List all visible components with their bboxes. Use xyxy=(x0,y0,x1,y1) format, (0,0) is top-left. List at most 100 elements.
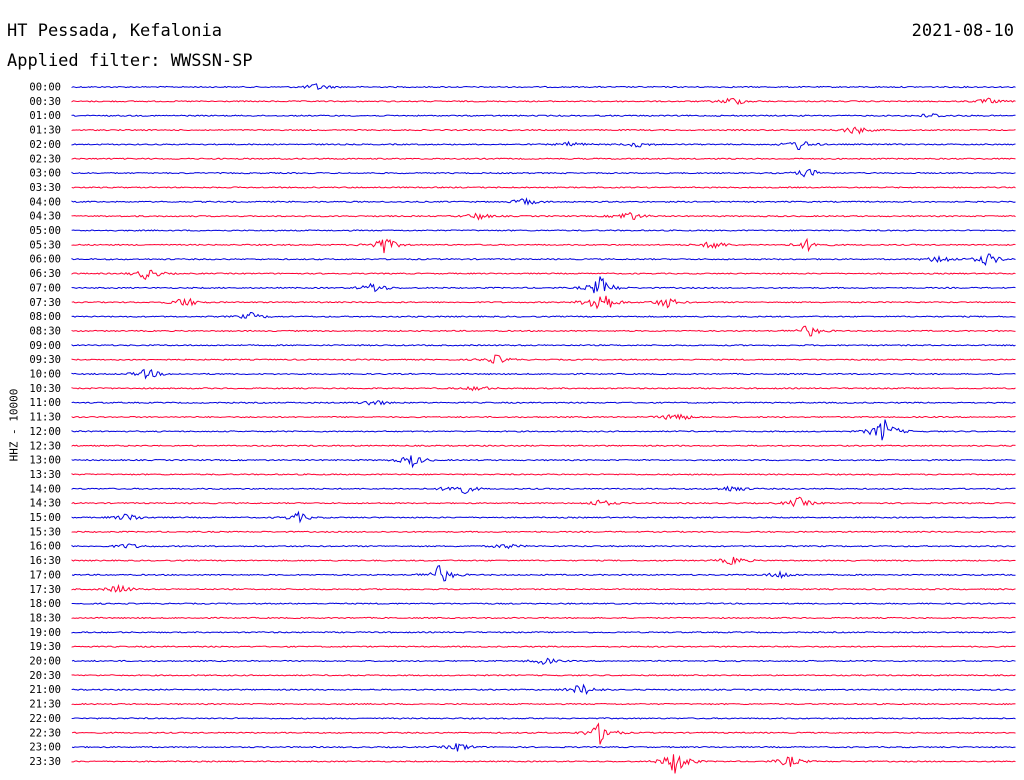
row-time-label: 23:00 xyxy=(29,742,61,754)
row-time-label: 21:00 xyxy=(29,684,61,696)
date-label: 2021-08-10 xyxy=(911,21,1014,41)
trace-row xyxy=(71,674,1016,677)
row-time-label: 03:00 xyxy=(29,168,61,180)
trace-row xyxy=(71,444,1016,447)
row-time-label: 15:30 xyxy=(29,526,61,538)
row-time-label: 16:30 xyxy=(29,555,61,567)
trace-row xyxy=(71,473,1016,476)
trace-row xyxy=(71,485,1016,495)
trace-row xyxy=(71,168,1016,178)
row-time-label: 21:30 xyxy=(29,699,61,711)
row-time-label: 04:30 xyxy=(29,211,61,223)
row-time-label: 02:00 xyxy=(29,139,61,151)
row-time-label: 18:00 xyxy=(29,598,61,610)
row-time-label: 14:30 xyxy=(29,498,61,510)
row-time-label: 09:00 xyxy=(29,340,61,352)
row-time-label: 11:30 xyxy=(29,412,61,424)
trace-row xyxy=(71,657,1016,665)
row-time-label: 15:00 xyxy=(29,512,61,524)
trace-row xyxy=(71,229,1016,232)
trace-row xyxy=(71,325,1016,337)
row-time-label: 03:30 xyxy=(29,182,61,194)
trace-row xyxy=(71,717,1016,720)
row-time-label: 07:30 xyxy=(29,297,61,309)
row-time-label: 13:30 xyxy=(29,469,61,481)
trace-row xyxy=(71,565,1016,582)
row-time-label: 19:00 xyxy=(29,627,61,639)
row-time-label: 12:00 xyxy=(29,426,61,438)
trace-row xyxy=(71,344,1016,347)
row-time-label: 12:30 xyxy=(29,440,61,452)
row-time-label: 06:00 xyxy=(29,254,61,266)
station-title: HT Pessada, Kefalonia xyxy=(7,21,222,41)
trace-row xyxy=(71,126,1016,135)
trace-row xyxy=(71,276,1016,294)
row-time-label: 08:00 xyxy=(29,311,61,323)
row-time-label: 00:30 xyxy=(29,96,61,108)
trace-row xyxy=(71,602,1016,605)
row-time-label: 01:30 xyxy=(29,125,61,137)
trace-row xyxy=(71,702,1016,706)
trace-row xyxy=(71,140,1016,150)
row-time-label: 08:30 xyxy=(29,325,61,337)
trace-row xyxy=(71,496,1016,508)
row-time-label: 22:00 xyxy=(29,713,61,725)
row-time-label: 02:30 xyxy=(29,153,61,165)
trace-row xyxy=(71,97,1016,106)
row-time-label: 05:30 xyxy=(29,239,61,251)
row-time-label: 04:00 xyxy=(29,196,61,208)
row-time-label: 16:00 xyxy=(29,541,61,553)
row-time-label: 18:30 xyxy=(29,612,61,624)
trace-row xyxy=(71,197,1016,206)
trace-row xyxy=(71,616,1016,620)
trace-row xyxy=(71,186,1016,189)
trace-row xyxy=(71,354,1016,364)
trace-row xyxy=(71,413,1016,421)
row-time-label: 20:30 xyxy=(29,670,61,682)
trace-row xyxy=(71,683,1016,696)
trace-row xyxy=(71,368,1016,380)
trace-row xyxy=(71,556,1016,565)
row-time-label: 20:00 xyxy=(29,656,61,668)
trace-row xyxy=(71,269,1016,281)
row-time-label: 11:00 xyxy=(29,397,61,409)
trace-row xyxy=(71,543,1016,550)
row-time-label: 22:30 xyxy=(29,727,61,739)
trace-row xyxy=(71,113,1016,118)
trace-row xyxy=(71,400,1016,406)
row-time-label: 17:30 xyxy=(29,584,61,596)
row-time-label: 23:30 xyxy=(29,756,61,768)
trace-row xyxy=(71,419,1016,441)
trace-row xyxy=(71,455,1016,469)
trace-row xyxy=(71,743,1016,752)
row-time-label: 13:00 xyxy=(29,455,61,467)
trace-row xyxy=(71,583,1016,593)
row-time-label: 06:30 xyxy=(29,268,61,280)
row-time-label: 10:00 xyxy=(29,369,61,381)
row-time-label: 09:30 xyxy=(29,354,61,366)
row-time-label: 00:00 xyxy=(29,82,61,94)
row-time-label: 19:30 xyxy=(29,641,61,653)
trace-row xyxy=(71,295,1016,310)
row-time-label: 14:00 xyxy=(29,483,61,495)
trace-row xyxy=(71,645,1016,648)
trace-row xyxy=(71,754,1016,774)
trace-row xyxy=(71,530,1016,533)
trace-row xyxy=(71,253,1016,267)
trace-row xyxy=(71,83,1016,91)
row-time-label: 07:00 xyxy=(29,282,61,294)
trace-row xyxy=(71,385,1016,392)
trace-row xyxy=(71,211,1016,221)
row-time-label: 17:00 xyxy=(29,569,61,581)
trace-row xyxy=(71,311,1016,319)
filter-label: Applied filter: WWSSN-SP xyxy=(7,51,253,71)
trace-row xyxy=(71,157,1016,160)
row-time-label: 01:00 xyxy=(29,110,61,122)
trace-row xyxy=(71,631,1016,634)
trace-row xyxy=(71,722,1016,745)
trace-row xyxy=(71,237,1016,254)
row-time-label: 05:00 xyxy=(29,225,61,237)
row-time-label: 10:30 xyxy=(29,383,61,395)
trace-row xyxy=(71,510,1016,524)
